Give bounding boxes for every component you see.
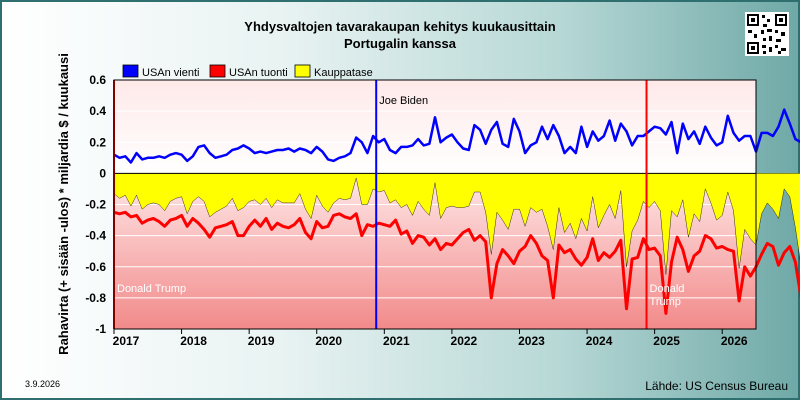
- x-tick-2: 2019: [248, 334, 275, 348]
- plot-border: [113, 79, 757, 330]
- annotation-label-0: Joe Biden: [379, 95, 428, 107]
- legend-item-vienti: USAn vienti: [122, 64, 199, 79]
- annotations: Joe Biden Donald Trump Donald Trump: [113, 80, 685, 329]
- y-tick-6: -0.6: [85, 260, 106, 274]
- y-tick-5: -0.4: [85, 229, 106, 243]
- legend-item-kauppatase: Kauppatase: [294, 64, 373, 79]
- legend-label-vienti: USAn vienti: [142, 67, 199, 79]
- x-tick-6: 2023: [518, 334, 545, 348]
- y-tick-4: -0.2: [85, 198, 106, 212]
- x-axis: 2017 2018 2019 2020 2021 2022 2023 2024 2025 2026: [113, 329, 748, 348]
- y-tick-1: 0.4: [89, 104, 106, 118]
- x-tick-0: 2017: [113, 334, 140, 348]
- chart-title: Yhdysvaltojen tavarakaupan kehitys kuuka…: [244, 19, 555, 34]
- chart-subtitle: Portugalin kanssa: [344, 36, 457, 51]
- legend-swatch-tuonti: [209, 64, 226, 78]
- annotation-label-2: Donald Trump: [650, 283, 685, 308]
- x-tick-4: 2021: [383, 334, 410, 348]
- x-tick-7: 2024: [586, 334, 613, 348]
- series-area-kauppatase: [113, 173, 800, 275]
- qr-code-icon: [745, 12, 789, 56]
- y-axis-label: Rahavirta (+ sisään -ulos) * miljardia $…: [56, 53, 71, 355]
- plot-bg-positive: [114, 80, 756, 174]
- y-tick-2: 0.2: [89, 135, 106, 149]
- legend-swatch-kauppatase: [294, 64, 311, 78]
- legend-swatch-vienti: [122, 64, 139, 78]
- series-line-vienti: [113, 108, 800, 164]
- x-tick-5: 2022: [451, 334, 478, 348]
- y-tick-3: 0: [99, 166, 106, 180]
- y-axis: 0.6 0.4 0.2 0 -0.2 -0.4 -0.6 -0.8 -1: [85, 73, 106, 336]
- x-tick-1: 2018: [180, 334, 207, 348]
- footer-source: Lähde: US Census Bureau: [645, 379, 788, 393]
- y-tick-0: 0.6: [89, 73, 106, 87]
- y-tick-7: -0.8: [85, 291, 106, 305]
- x-tick-8: 2025: [653, 334, 680, 348]
- x-tick-3: 2020: [315, 334, 342, 348]
- annotation-label-1: Donald Trump: [117, 283, 186, 295]
- legend-label-tuonti: USAn tuonti: [229, 67, 288, 79]
- x-tick-9: 2026: [721, 334, 748, 348]
- footer-date: 3.9.2026: [25, 379, 60, 389]
- legend-label-kauppatase: Kauppatase: [314, 67, 373, 79]
- series-line-tuonti: [113, 210, 800, 315]
- legend: USAn vienti USAn tuonti Kauppatase: [122, 64, 373, 79]
- y-tick-8: -1: [95, 322, 106, 336]
- legend-item-tuonti: USAn tuonti: [209, 64, 288, 79]
